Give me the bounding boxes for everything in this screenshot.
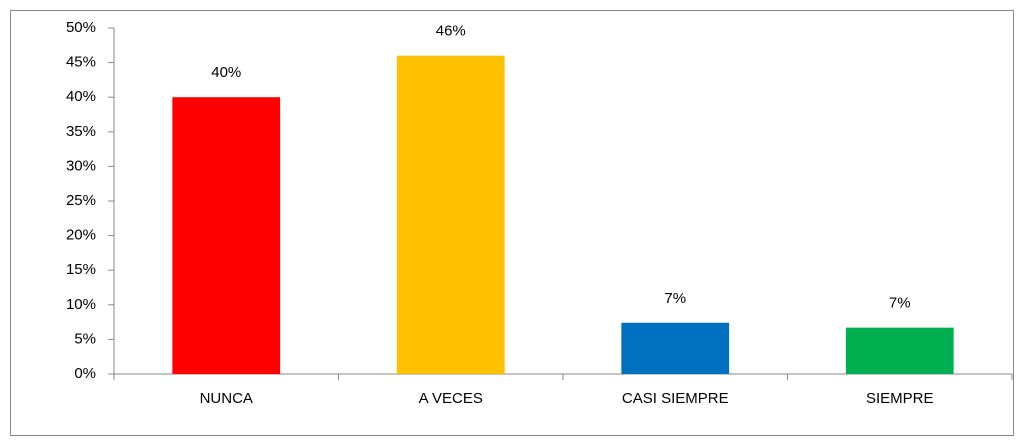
- data-label: 7%: [664, 290, 686, 307]
- y-tick-label: 15%: [66, 261, 96, 278]
- y-tick-label: 0%: [74, 365, 96, 382]
- y-tick-label: 10%: [66, 296, 96, 313]
- bar: [396, 55, 505, 375]
- y-tick-label: 20%: [66, 227, 96, 244]
- y-tick-label: 40%: [66, 88, 96, 105]
- data-label: 7%: [889, 295, 911, 312]
- data-label: 46%: [436, 23, 466, 40]
- y-tick-label: 30%: [66, 157, 96, 174]
- y-tick-label: 25%: [66, 192, 96, 209]
- y-tick-label: 35%: [66, 123, 96, 140]
- bar: [172, 97, 281, 374]
- x-tick-label: A VECES: [419, 390, 483, 407]
- x-tick-label: CASI SIEMPRE: [622, 390, 729, 407]
- bar: [621, 322, 730, 374]
- x-tick-label: SIEMPRE: [866, 390, 934, 407]
- y-tick-label: 45%: [66, 54, 96, 71]
- y-tick-label: 50%: [66, 19, 96, 36]
- data-label: 40%: [211, 64, 241, 81]
- bar: [845, 327, 954, 374]
- y-tick-label: 5%: [74, 330, 96, 347]
- x-tick-label: NUNCA: [200, 390, 253, 407]
